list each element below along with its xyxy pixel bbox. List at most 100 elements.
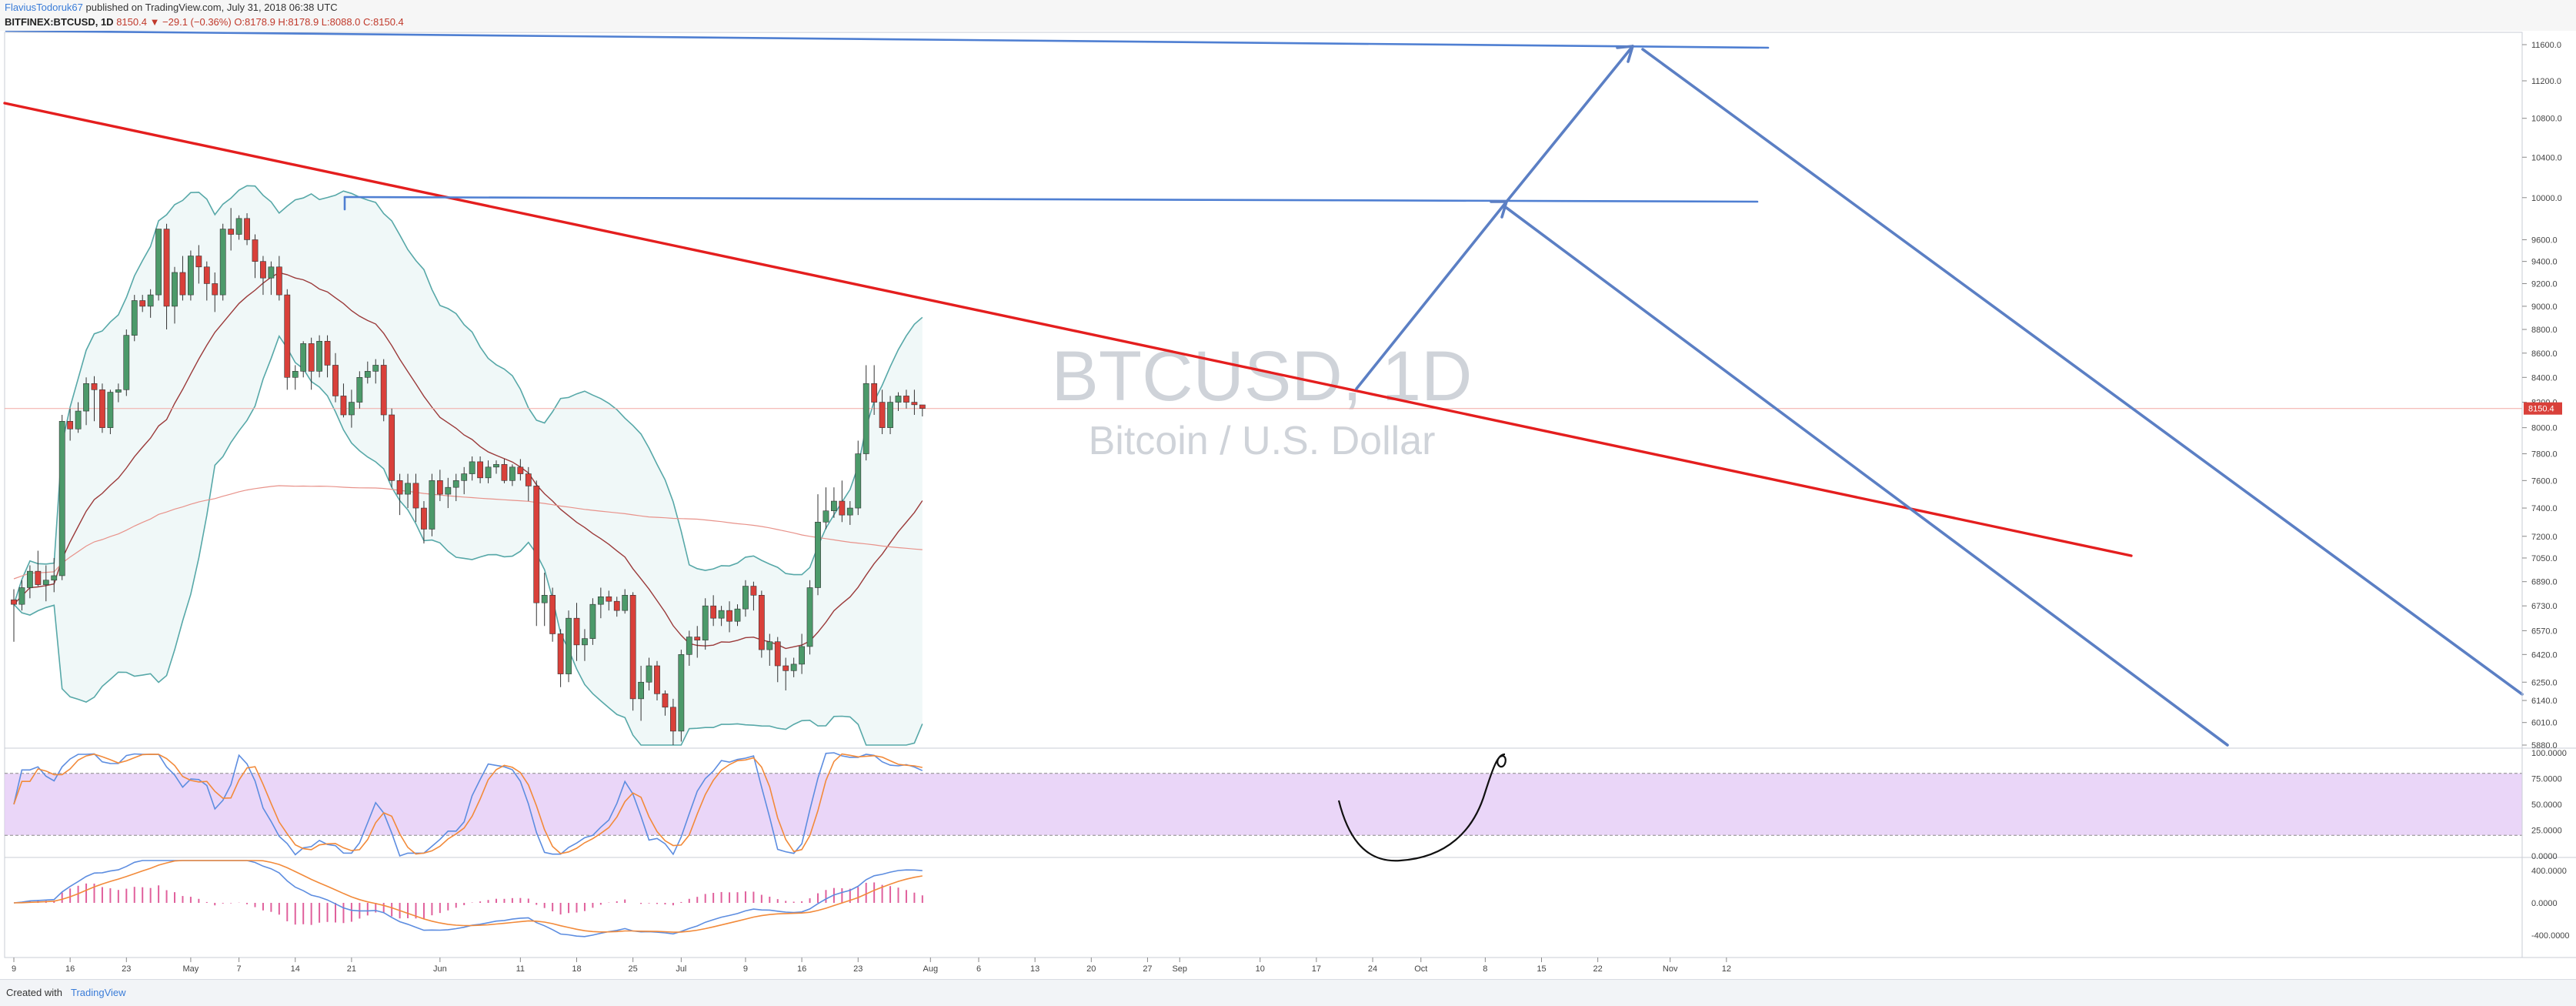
last-price: 8150.4: [116, 16, 147, 28]
price-tick-label: 11600.0: [2531, 41, 2561, 50]
candle-body: [718, 610, 725, 619]
candle-body: [702, 605, 709, 640]
candle-body: [18, 587, 25, 605]
candle-body: [228, 229, 235, 235]
candle-body: [911, 402, 918, 406]
chart-background: [0, 31, 2576, 979]
publisher-username-link[interactable]: FlaviusTodoruk67: [5, 2, 83, 13]
candle-body: [421, 507, 427, 530]
candle-body: [219, 229, 226, 296]
bollinger-upper-band: [13, 185, 923, 605]
candle-body: [726, 610, 732, 622]
candle-body: [348, 402, 355, 416]
candle-body: [195, 256, 202, 268]
candle-body: [99, 389, 105, 428]
candle-body: [790, 663, 797, 671]
candle-body: [172, 272, 178, 307]
candle-body: [742, 586, 749, 610]
price-tick-label: 10000.0: [2531, 194, 2562, 203]
candle-body: [300, 343, 307, 372]
candle-body: [91, 383, 98, 390]
projection-up-1: [1355, 200, 1508, 390]
candle-body: [308, 343, 315, 372]
candlestick-series: [11, 208, 926, 745]
footer-bar: Created with TradingView: [0, 979, 2576, 1006]
candle-body: [903, 396, 909, 403]
candle-body: [332, 365, 339, 396]
candle-body: [372, 365, 379, 372]
time-tick-label: 16: [797, 964, 806, 974]
macd-pane: [13, 860, 923, 937]
candle-body: [766, 641, 773, 650]
bollinger-fill: [14, 185, 923, 746]
arrow-head: [1616, 45, 1634, 49]
candle-body: [750, 586, 757, 596]
time-tick-label: 9: [12, 964, 16, 974]
resistance-line-upper: [5, 31, 1770, 49]
chart-header: FlaviusTodoruk67 published on TradingVie…: [0, 0, 2576, 31]
candle-body: [405, 483, 411, 495]
candle-body: [815, 521, 821, 588]
candle-body: [35, 570, 42, 585]
time-tick-label: Jun: [433, 964, 447, 974]
publisher-info: published on TradingView.com, July 31, 2…: [85, 2, 338, 13]
candle-body: [509, 466, 516, 481]
candle-body: [212, 283, 219, 296]
stoch-rsi-band: [5, 773, 2522, 836]
price-tick-label: 8800.0: [2531, 326, 2558, 335]
price-change: ▼ −29.1 (−0.36%): [149, 16, 232, 28]
stoch-rsi-k-line: [13, 752, 923, 857]
candle-body: [436, 480, 443, 495]
candle-body: [396, 480, 403, 495]
time-tick-label: 23: [122, 964, 131, 974]
tradingview-logo-link[interactable]: TradingView: [71, 987, 126, 998]
candle-body: [75, 410, 82, 429]
candle-body: [654, 665, 660, 694]
time-tick-label: 9: [743, 964, 748, 974]
price-tick-label: 7400.0: [2531, 504, 2558, 513]
candle-body: [244, 218, 250, 240]
macd-signal-line: [13, 860, 923, 933]
trend-drawings[interactable]: [3, 31, 2524, 747]
time-tick-label: Aug: [923, 964, 939, 974]
price-tick-label: 6730.0: [2531, 602, 2558, 611]
candle-body: [606, 596, 612, 602]
candle-body: [275, 266, 282, 296]
price-tick-label: 8000.0: [2531, 424, 2558, 433]
time-tick-label: 11: [516, 964, 525, 974]
candle-body: [806, 587, 813, 647]
candle-body: [887, 402, 893, 428]
candle-body: [597, 596, 604, 605]
projection-up-2: [1505, 45, 1634, 203]
candle-body: [871, 383, 878, 403]
candle-body: [613, 600, 620, 611]
candle-body: [340, 396, 347, 416]
candle-body: [629, 595, 636, 700]
candle-body: [782, 665, 789, 671]
candle-body: [557, 633, 564, 674]
time-tick-label: 23: [853, 964, 863, 974]
candle-body: [380, 365, 387, 416]
candle-body: [799, 646, 805, 665]
candle-body: [879, 402, 886, 428]
arrow-head: [1500, 200, 1508, 219]
price-tick-label: 11200.0: [2531, 77, 2561, 86]
candle-body: [686, 637, 692, 655]
candle-body: [919, 404, 926, 409]
candle-body: [758, 595, 765, 650]
candle-body: [389, 414, 395, 481]
price-chart[interactable]: BTCUSD, 1D Bitcoin / U.S. Dollar 5880.0 6…: [0, 31, 2576, 979]
candle-body: [533, 486, 540, 603]
candle-body: [131, 300, 138, 336]
price-tick-label: 6010.0: [2531, 719, 2558, 728]
price-tick-label: 8400.0: [2531, 373, 2558, 383]
candle-body: [678, 654, 685, 732]
time-tick-label: 6: [976, 964, 981, 974]
candle-body: [11, 599, 17, 605]
candle-body: [58, 420, 65, 577]
price-tick-label: 7800.0: [2531, 450, 2558, 460]
candle-body: [268, 266, 275, 279]
candle-body: [412, 483, 419, 509]
time-tick-label: 20: [1086, 964, 1096, 974]
time-tick-label: 22: [1593, 964, 1603, 974]
